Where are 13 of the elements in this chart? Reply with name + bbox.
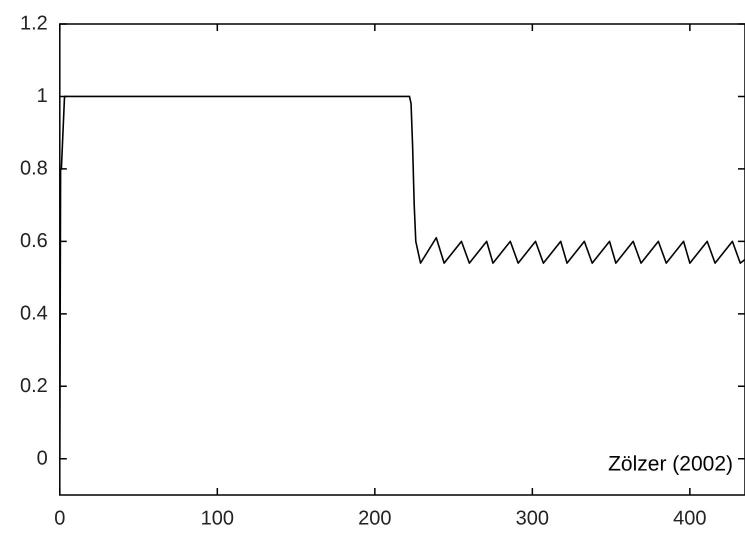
y-tick-label: 0.6 — [20, 230, 48, 252]
x-tick-label: 200 — [358, 508, 392, 530]
y-tick-label: 0 — [36, 447, 48, 470]
x-tick-label: 0 — [54, 508, 66, 530]
y-tick-label: 0.8 — [20, 157, 48, 180]
y-tick-label: 0.2 — [20, 374, 48, 397]
y-tick-label: 0.4 — [20, 302, 48, 324]
x-tick-label: 400 — [673, 508, 707, 530]
x-tick-label: 300 — [516, 508, 550, 530]
y-tick-label: 1 — [36, 84, 48, 107]
annotation: Zölzer (2002) — [608, 452, 733, 476]
y-tick-label: 1.2 — [20, 12, 48, 35]
x-tick-label: 100 — [200, 508, 234, 530]
